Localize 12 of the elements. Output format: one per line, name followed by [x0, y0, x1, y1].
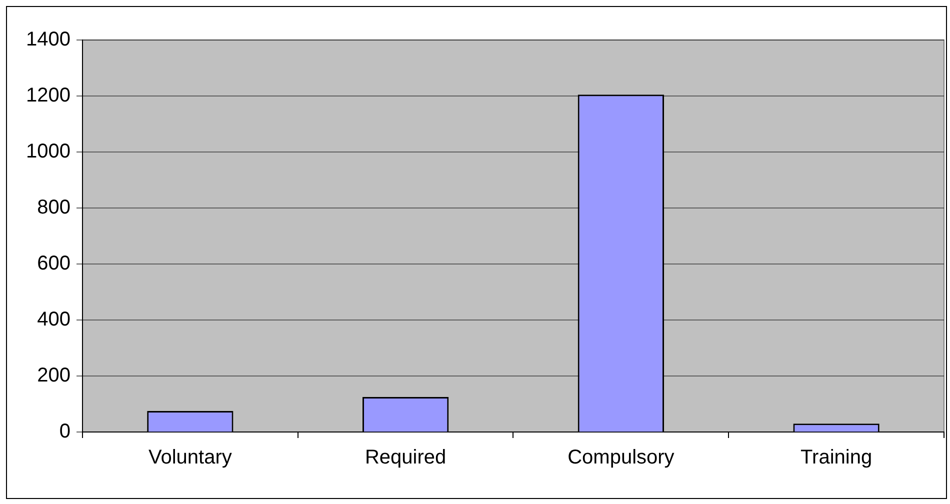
x-tick-label: Compulsory: [568, 446, 674, 469]
y-tick-label: 600: [37, 252, 70, 275]
x-tick-label: Training: [800, 446, 872, 469]
x-tick-label: Voluntary: [148, 446, 232, 469]
y-tick-label: 400: [37, 308, 70, 331]
y-tick-label: 1400: [26, 28, 70, 51]
y-tick-label: 1200: [26, 84, 70, 107]
y-tick-label: 800: [37, 196, 70, 219]
y-tick-label: 1000: [26, 140, 70, 163]
x-tick-label: Required: [364, 446, 446, 469]
y-tick-label: 200: [37, 364, 70, 387]
y-tick-label: 0: [59, 420, 70, 443]
